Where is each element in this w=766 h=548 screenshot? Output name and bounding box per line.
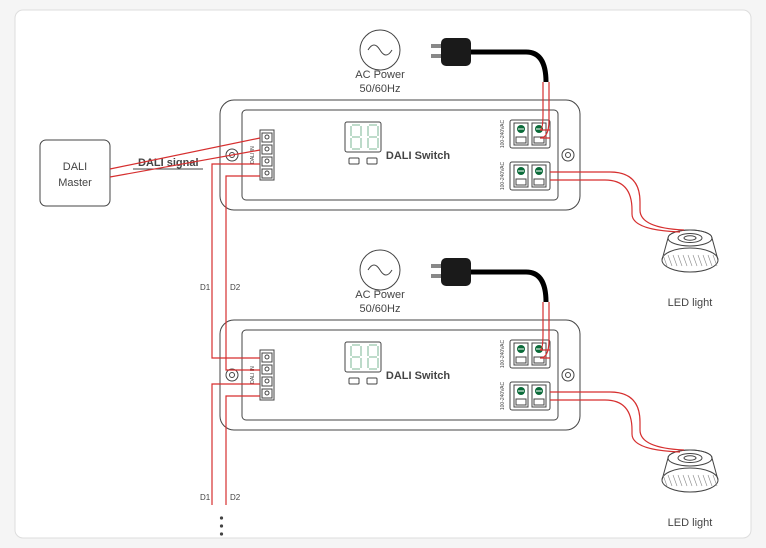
led-light-label: LED light: [668, 297, 713, 309]
ac-power-label1: AC Power: [355, 69, 405, 81]
ac-power-label2: 50/60Hz: [360, 303, 401, 315]
plug-prong: [431, 44, 441, 48]
continuation-dot: [220, 516, 223, 519]
dali-switch-label: DALI Switch: [386, 370, 450, 382]
terminal-label: 100-240VAC: [500, 381, 506, 410]
dali-in-label: DALI IN: [250, 146, 256, 164]
plug-body: [441, 258, 471, 286]
plug-prong: [431, 274, 441, 278]
plug-prong: [431, 54, 441, 58]
terminal-label: 100-240VAC: [500, 119, 506, 148]
d1-label-bot: D1: [200, 493, 211, 502]
plug-body: [441, 38, 471, 66]
dali-in-label: DALI IN: [250, 366, 256, 384]
dali-switch-label: DALI Switch: [386, 150, 450, 162]
d2-label-bot: D2: [230, 493, 241, 502]
ac-power-label2: 50/60Hz: [360, 83, 401, 95]
dali-master-label2: Master: [58, 177, 92, 189]
dali-master-label1: DALI: [63, 161, 87, 173]
d2-label-mid: D2: [230, 283, 241, 292]
terminal-label: 100-240VAC: [500, 339, 506, 368]
ac-power-label1: AC Power: [355, 289, 405, 301]
led-light-label: LED light: [668, 517, 713, 529]
continuation-dot: [220, 524, 223, 527]
terminal-label: 100-240VAC: [500, 161, 506, 190]
plug-prong: [431, 264, 441, 268]
continuation-dot: [220, 532, 223, 535]
d1-label-mid: D1: [200, 283, 211, 292]
